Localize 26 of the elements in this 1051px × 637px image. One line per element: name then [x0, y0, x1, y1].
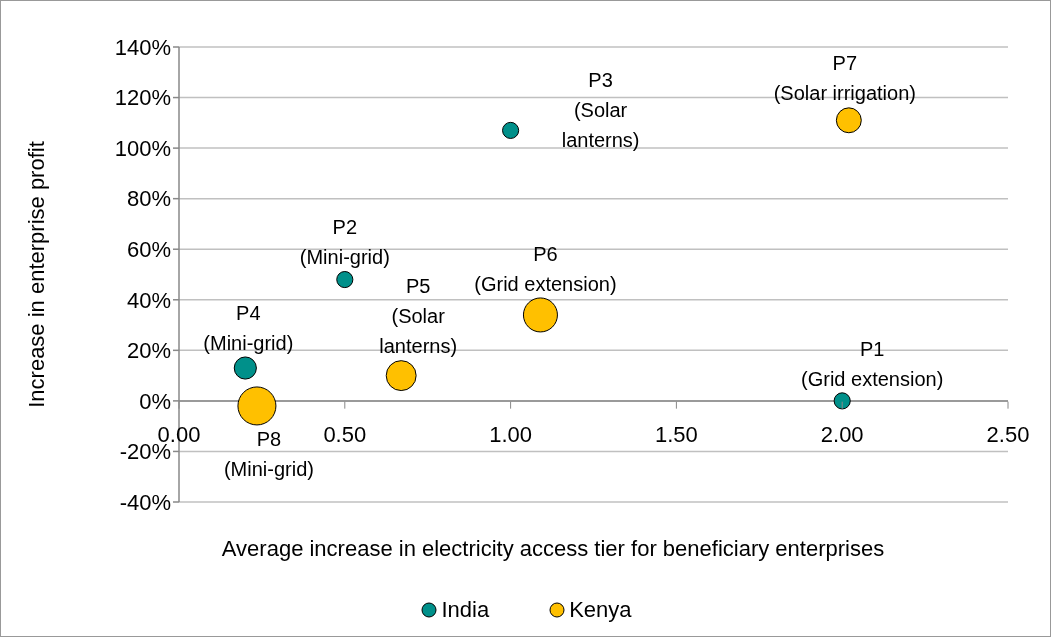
x-axis-title: Average increase in electricity access tier for beneficiary enterprises: [220, 535, 886, 563]
y-tick-label: 140%: [114, 34, 171, 60]
y-tick-label: 60%: [126, 237, 171, 263]
annotation: P7 (Solar irrigation): [773, 52, 916, 105]
y-tick-label: 120%: [114, 85, 171, 111]
annotation: P4 (Mini-grid): [203, 301, 294, 354]
annotation: P1 (Grid extension): [801, 337, 944, 390]
annotation: P3 (Solar lanterns): [561, 68, 640, 151]
y-tick-label: 100%: [114, 135, 171, 161]
legend-label: India: [440, 597, 490, 623]
x-tick-label: 1.50: [654, 421, 698, 447]
x-tick-label: 2.50: [986, 421, 1030, 447]
annotation: P5 (Solar lanterns): [379, 275, 458, 358]
annotation: P2 (Mini-grid): [299, 216, 390, 269]
y-axis-title: Increase in enterprise profit: [23, 141, 49, 408]
y-tick-label: 0%: [139, 388, 171, 414]
x-tick-label: 1.00: [489, 421, 533, 447]
x-tick-label: 0.50: [323, 421, 367, 447]
annotation: P8 (Mini-grid): [223, 427, 314, 480]
annotation: P6 (Grid extension): [474, 242, 617, 295]
y-tick-label: 20%: [126, 338, 171, 364]
x-tick-label: 2.00: [820, 421, 864, 447]
y-tick-label: 40%: [126, 287, 171, 313]
y-tick-label: 80%: [126, 186, 171, 212]
y-tick-label: -40%: [119, 489, 171, 515]
legend-label: Kenya: [568, 597, 632, 623]
